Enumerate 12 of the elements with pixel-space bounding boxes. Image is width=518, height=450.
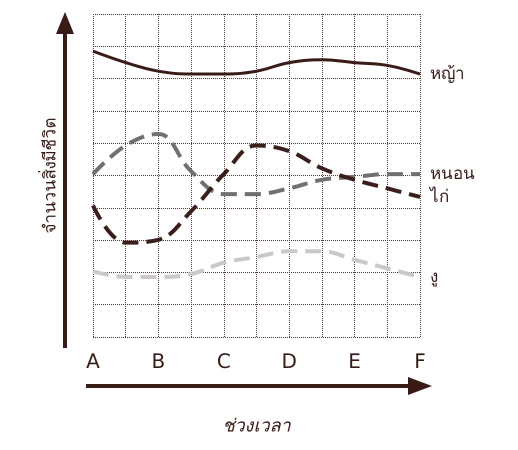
x-tick-label: A — [86, 349, 100, 373]
series-label: หญ้า — [430, 64, 465, 84]
series-label: งู — [430, 266, 438, 287]
x-axis-title: ช่วงเวลา — [222, 416, 292, 436]
x-tick-label: E — [348, 349, 361, 373]
x-tick-label: D — [281, 349, 297, 373]
x-tick-label: B — [152, 349, 166, 373]
x-tick-label: F — [414, 349, 426, 373]
y-axis-title: จำนวนสิ่งมีชีวิต — [38, 118, 60, 234]
series-label: ไก่ — [428, 186, 449, 207]
x-tick-label: C — [216, 349, 231, 373]
series-label: หนอน — [430, 164, 475, 184]
